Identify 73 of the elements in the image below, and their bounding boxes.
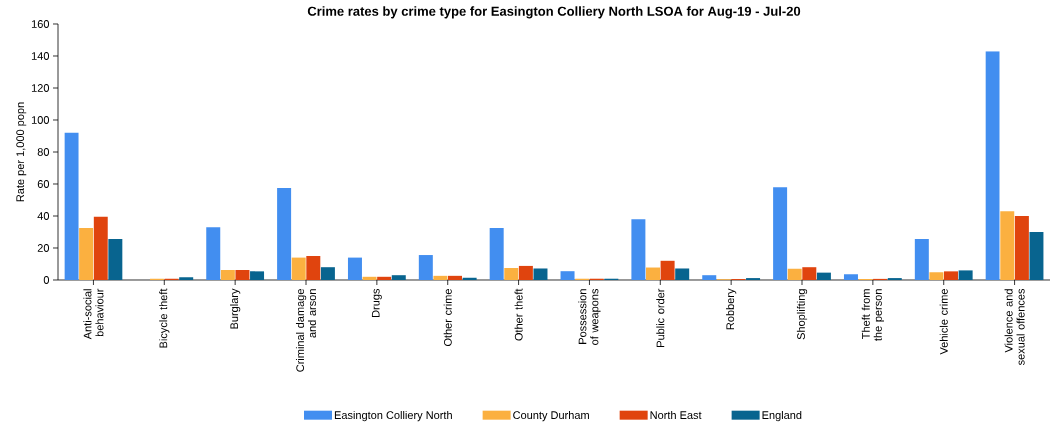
y-tick-label: 120 <box>31 84 50 92</box>
y-tick-label: 20 <box>37 244 50 252</box>
y-tick-label: 80 <box>37 148 50 156</box>
x-tick-label: Bicycle theft <box>159 288 170 348</box>
x-tick-label: Robbery <box>726 288 737 330</box>
bar <box>631 219 646 280</box>
bar <box>787 268 802 280</box>
bar <box>306 256 321 280</box>
bar <box>660 260 675 280</box>
bar <box>958 270 973 280</box>
x-tick-label: Burglary <box>230 288 241 329</box>
bar <box>1029 232 1044 280</box>
bar <box>489 228 504 280</box>
y-tick-label: 100 <box>31 116 50 124</box>
x-tick-label: Other theft <box>514 288 523 341</box>
bar <box>944 271 959 280</box>
bar <box>645 267 660 280</box>
x-tick-label: Criminal damage and arson <box>295 289 317 372</box>
bar <box>773 187 788 280</box>
bar <box>418 255 433 280</box>
bar <box>108 239 123 280</box>
bar <box>250 271 265 280</box>
bar <box>518 265 533 280</box>
bar <box>560 271 575 280</box>
bar <box>206 227 221 280</box>
bar <box>504 268 519 280</box>
y-tick-label: 140 <box>31 52 50 60</box>
bar <box>929 272 944 280</box>
x-tick-label: Theft from the person <box>861 289 884 341</box>
bar <box>235 270 250 280</box>
bar <box>816 272 831 280</box>
bar <box>914 239 929 280</box>
legend-label: County Durham <box>513 410 589 422</box>
x-tick-label: Drugs <box>371 288 382 317</box>
bar <box>291 257 306 280</box>
bar <box>347 257 362 280</box>
bar <box>1000 211 1015 280</box>
bar <box>377 276 392 280</box>
bar <box>320 267 335 280</box>
x-tick-label: Violence and sexual offences <box>1004 288 1025 366</box>
x-tick-label: Vehicle crime <box>939 289 948 355</box>
bar <box>843 274 858 280</box>
bar <box>1014 216 1029 280</box>
y-axis-title: Rate per 1,000 popn <box>16 102 27 202</box>
y-tick-label: 160 <box>31 20 50 28</box>
legend-label: England <box>762 410 802 422</box>
bar <box>64 132 79 280</box>
bar <box>79 228 94 280</box>
x-tick-label: Shoplifting <box>796 289 808 340</box>
bar <box>179 277 194 280</box>
bar <box>533 268 548 280</box>
chart-title: Crime rates by crime type for Easington Colliery North LSOA for Aug-19 - Jul-20 <box>307 6 801 19</box>
y-tick-label: 60 <box>37 180 50 188</box>
bar <box>802 267 817 280</box>
bar <box>220 270 235 280</box>
bar <box>362 276 377 280</box>
x-tick-label: Possession of weapons <box>578 288 601 345</box>
x-tick-label: Public order <box>656 288 665 347</box>
legend-label: Easington Colliery North <box>334 410 452 422</box>
x-tick-label: Anti-social behaviour <box>83 288 104 340</box>
bar <box>462 277 477 280</box>
bar <box>675 268 690 280</box>
bar <box>985 51 1000 280</box>
bar <box>391 275 406 280</box>
y-tick-label: 40 <box>37 212 50 220</box>
bar <box>433 275 448 280</box>
legend-label: North East <box>650 410 702 420</box>
bar <box>277 188 292 280</box>
bar <box>702 275 717 280</box>
bar <box>448 275 463 280</box>
x-tick-label: Other crime <box>443 289 452 347</box>
bar <box>93 216 108 280</box>
y-tick-label: 0 <box>43 276 50 284</box>
